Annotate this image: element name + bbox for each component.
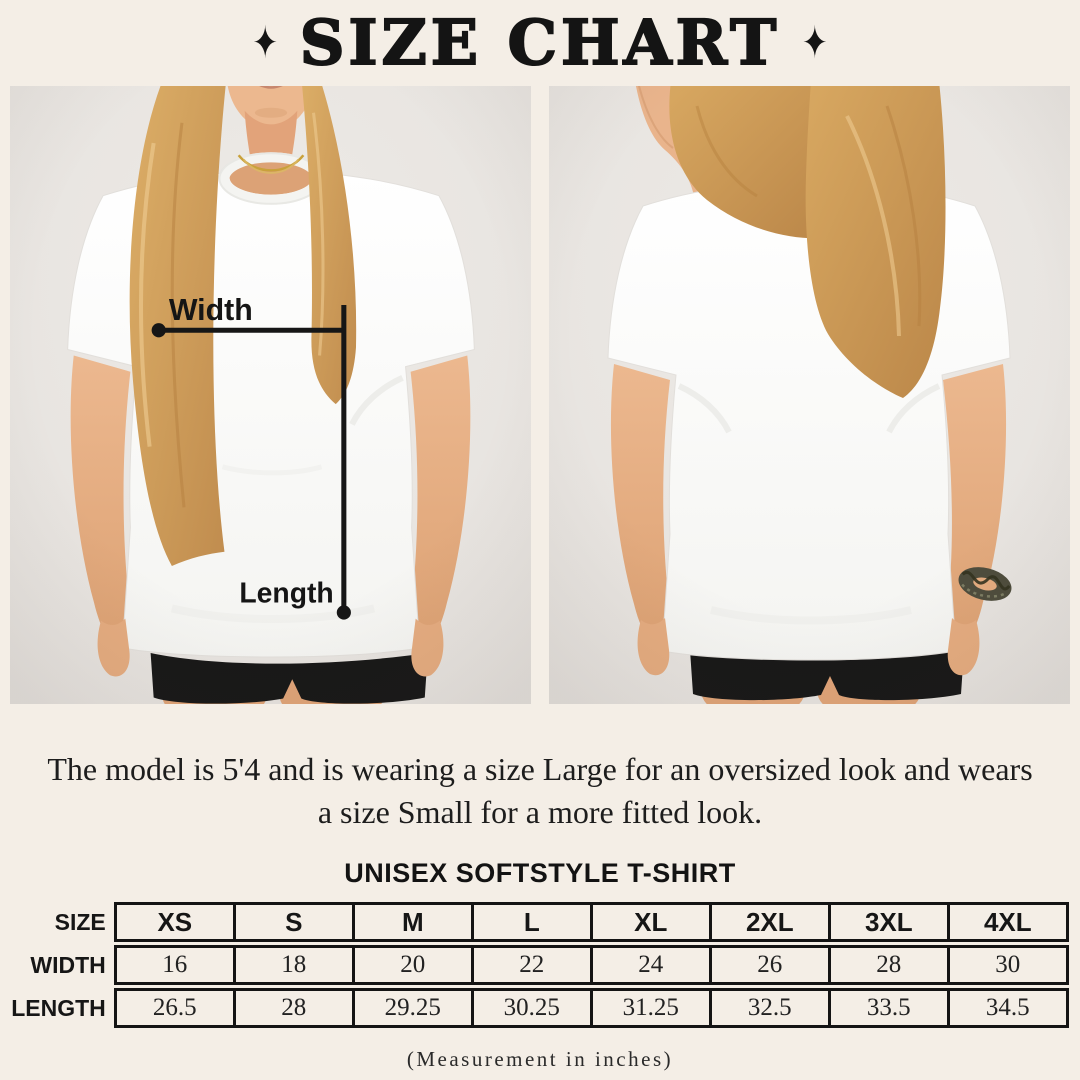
width-cell: 22 bbox=[473, 945, 593, 986]
size-col-header: 4XL bbox=[949, 902, 1069, 943]
size-col-header: 2XL bbox=[711, 902, 831, 943]
model-description: The model is 5'4 and is wearing a size L… bbox=[0, 704, 1080, 834]
width-cell: 16 bbox=[113, 945, 236, 986]
length-cell: 28 bbox=[235, 988, 355, 1029]
width-cell: 26 bbox=[711, 945, 831, 986]
size-col-header: XL bbox=[592, 902, 712, 943]
length-cell: 30.25 bbox=[473, 988, 593, 1029]
row-label-size: SIZE bbox=[54, 908, 106, 935]
width-cell: 24 bbox=[592, 945, 712, 986]
length-cell: 34.5 bbox=[949, 988, 1069, 1029]
width-cell: 18 bbox=[235, 945, 355, 986]
length-measure-line bbox=[336, 304, 351, 620]
row-label-length: LENGTH bbox=[11, 994, 106, 1021]
size-table: SIZE XS S M L XL 2XL 3XL 4XL WIDTH 16 18… bbox=[11, 899, 1069, 1031]
sparkle-icon: ✦ bbox=[802, 18, 828, 68]
width-label: Width bbox=[169, 294, 253, 327]
measurement-footnote: (Measurement in inches) bbox=[406, 1047, 674, 1072]
table-row-width: WIDTH 16 18 20 22 24 26 28 30 bbox=[11, 945, 1069, 986]
table-heading: UNISEX SOFTSTYLE T-SHIRT bbox=[344, 858, 736, 889]
table-row-sizes: SIZE XS S M L XL 2XL 3XL 4XL bbox=[11, 902, 1069, 943]
sparkle-icon: ✦ bbox=[252, 18, 278, 68]
back-photo bbox=[549, 86, 1070, 704]
model-back-illustration bbox=[549, 86, 1070, 704]
size-col-header: M bbox=[354, 902, 474, 943]
model-description-line1: The model is 5'4 and is wearing a size L… bbox=[47, 751, 1033, 787]
width-cell: 28 bbox=[830, 945, 950, 986]
length-cell: 32.5 bbox=[711, 988, 831, 1029]
page-title: SIZE CHART bbox=[299, 6, 781, 79]
row-label-width: WIDTH bbox=[30, 951, 106, 978]
length-cell: 26.5 bbox=[113, 988, 236, 1029]
model-description-line2: a size Small for a more fitted look. bbox=[317, 794, 763, 831]
length-cell: 31.25 bbox=[592, 988, 712, 1029]
table-row-length: LENGTH 26.5 28 29.25 30.25 31.25 32.5 33… bbox=[11, 988, 1069, 1029]
length-label: Length bbox=[239, 577, 333, 609]
size-col-header: XS bbox=[113, 902, 236, 943]
photo-row: Width Length bbox=[0, 86, 1080, 704]
size-col-header: L bbox=[473, 902, 593, 943]
width-cell: 30 bbox=[949, 945, 1069, 986]
length-cell: 29.25 bbox=[354, 988, 474, 1029]
width-measure-line bbox=[151, 323, 344, 338]
title-bar: ✦ SIZE CHART ✦ bbox=[0, 0, 1080, 86]
model-front-illustration: Width Length bbox=[10, 86, 531, 704]
length-cell: 33.5 bbox=[830, 988, 950, 1029]
front-photo: Width Length bbox=[10, 86, 531, 704]
width-cell: 20 bbox=[354, 945, 474, 986]
size-col-header: 3XL bbox=[830, 902, 950, 943]
size-col-header: S bbox=[235, 902, 355, 943]
